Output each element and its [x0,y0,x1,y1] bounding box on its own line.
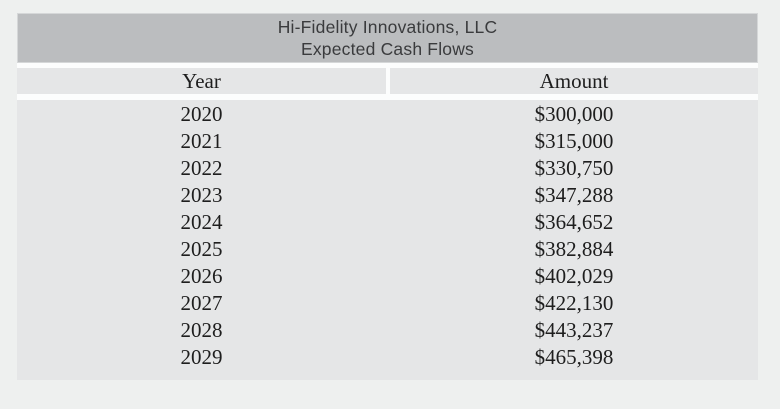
year-column-header: Year [17,68,386,94]
table-row: 2029 $465,398 [17,344,758,371]
amount-cell: $330,750 [534,156,614,180]
table-row: 2025 $382,884 [17,236,758,263]
year-cell: 2029 [180,345,223,369]
amount-cell: $300,000 [534,102,614,126]
amount-cell: $422,130 [534,291,614,315]
year-cell: 2024 [180,210,223,234]
amount-cell: $443,237 [534,318,614,342]
year-cell: 2020 [180,102,223,126]
table-body: 2020 $300,000 2021 $315,000 2022 $330,75… [17,100,758,380]
table-row: 2024 $364,652 [17,209,758,236]
table-row: 2021 $315,000 [17,128,758,155]
table-row: 2028 $443,237 [17,317,758,344]
table-row: 2026 $402,029 [17,263,758,290]
table-row: 2022 $330,750 [17,155,758,182]
table-row: 2020 $300,000 [17,101,758,128]
amount-cell: $465,398 [534,345,614,369]
table-subtitle: Expected Cash Flows [300,39,475,59]
year-cell: 2022 [180,156,223,180]
year-cell: 2023 [180,183,223,207]
year-cell: 2025 [180,237,223,261]
table-row: 2027 $422,130 [17,290,758,317]
amount-cell: $364,652 [534,210,614,234]
amount-cell: $402,029 [534,264,614,288]
year-cell: 2026 [180,264,223,288]
year-cell: 2021 [180,129,223,153]
amount-cell: $315,000 [534,129,614,153]
cash-flow-table: Hi-Fidelity Innovations, LLC Expected Ca… [17,13,758,380]
amount-column-header: Amount [390,68,758,94]
table-row: 2023 $347,288 [17,182,758,209]
year-cell: 2027 [180,291,223,315]
table-title-band: Hi-Fidelity Innovations, LLC Expected Ca… [17,13,758,63]
company-name: Hi-Fidelity Innovations, LLC [277,16,498,37]
amount-cell: $347,288 [534,183,614,207]
year-cell: 2028 [180,318,223,342]
amount-cell: $382,884 [534,237,614,261]
column-header-row: Year Amount [17,68,758,94]
